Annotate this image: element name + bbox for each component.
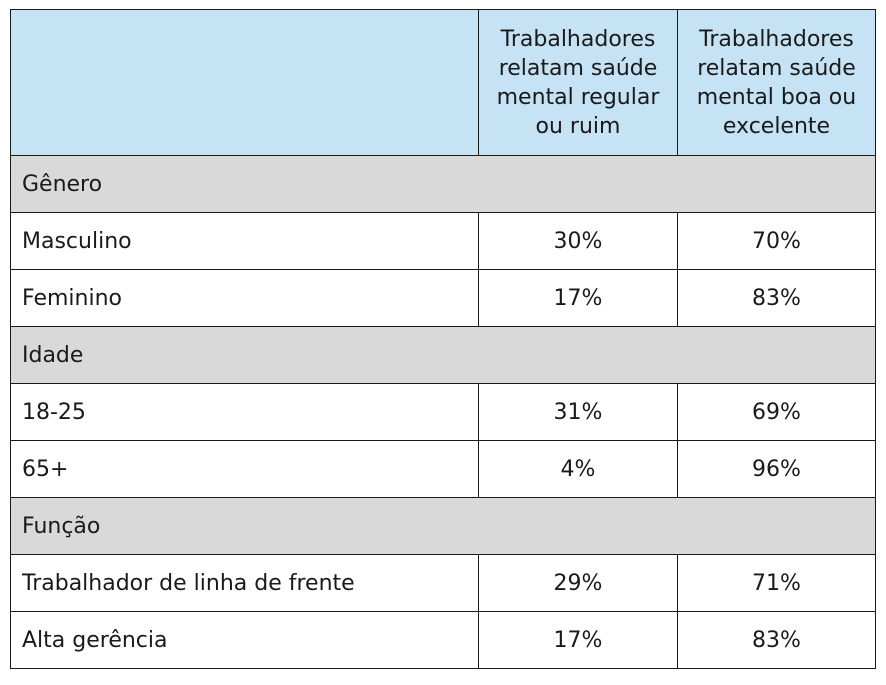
- row-label: 18-25: [10, 383, 479, 441]
- group-row-age: Idade: [10, 326, 876, 384]
- table-row: Alta gerência 17% 83%: [10, 611, 876, 669]
- cell-good-excellent: 83%: [677, 611, 876, 669]
- cell-fair-poor: 17%: [478, 611, 678, 669]
- table-row: Trabalhador de linha de frente 29% 71%: [10, 554, 876, 612]
- row-label: Trabalhador de linha de frente: [10, 554, 479, 612]
- cell-fair-poor: 29%: [478, 554, 678, 612]
- cell-fair-poor: 31%: [478, 383, 678, 441]
- cell-good-excellent: 70%: [677, 212, 876, 270]
- cell-fair-poor: 17%: [478, 269, 678, 327]
- cell-good-excellent: 71%: [677, 554, 876, 612]
- cell-good-excellent: 96%: [677, 440, 876, 498]
- cell-good-excellent: 69%: [677, 383, 876, 441]
- group-label: Idade: [10, 326, 876, 384]
- table-container: Trabalhadores relatam saúde mental regul…: [10, 9, 876, 669]
- table-row: 65+ 4% 96%: [10, 440, 876, 498]
- group-row-gender: Gênero: [10, 155, 876, 213]
- row-label: Alta gerência: [10, 611, 479, 669]
- mental-health-table: Trabalhadores relatam saúde mental regul…: [10, 9, 876, 669]
- table-row: Masculino 30% 70%: [10, 212, 876, 270]
- row-label: 65+: [10, 440, 479, 498]
- header-row: Trabalhadores relatam saúde mental regul…: [10, 9, 876, 156]
- header-empty-cell: [10, 9, 479, 156]
- row-label: Masculino: [10, 212, 479, 270]
- group-label: Gênero: [10, 155, 876, 213]
- group-row-role: Função: [10, 497, 876, 555]
- cell-good-excellent: 83%: [677, 269, 876, 327]
- header-good-excellent: Trabalhadores relatam saúde mental boa o…: [677, 9, 876, 156]
- table-row: Feminino 17% 83%: [10, 269, 876, 327]
- table-row: 18-25 31% 69%: [10, 383, 876, 441]
- cell-fair-poor: 30%: [478, 212, 678, 270]
- header-fair-poor: Trabalhadores relatam saúde mental regul…: [478, 9, 678, 156]
- cell-fair-poor: 4%: [478, 440, 678, 498]
- group-label: Função: [10, 497, 876, 555]
- row-label: Feminino: [10, 269, 479, 327]
